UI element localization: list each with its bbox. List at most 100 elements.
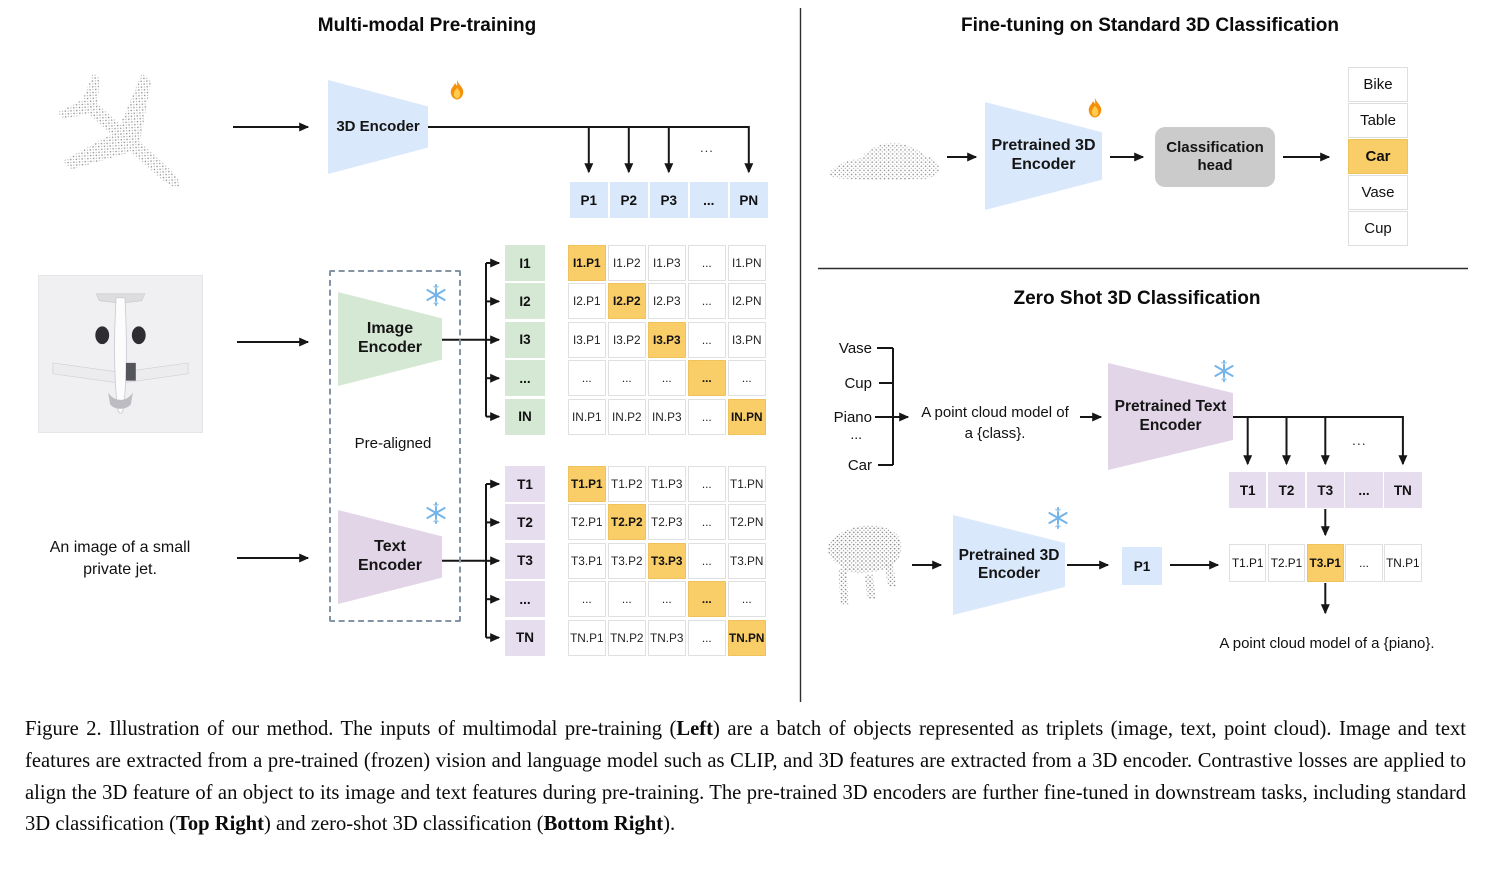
zs-class-item: Vase	[838, 340, 872, 357]
pretrained-3d-encoder-zs-label-line1: Pretrained 3D	[958, 546, 1060, 564]
caption-bold-bottom-right: Bottom Right	[543, 813, 664, 836]
matrix-cell-diagonal: ...	[687, 360, 726, 397]
text-feature-box: T3	[505, 542, 545, 579]
matrix-cell: T1.P3	[647, 466, 686, 502]
t-feature-box: T3	[1306, 472, 1344, 508]
p-feature-box: P3	[649, 182, 688, 218]
matrix-cell: T1.PN	[727, 466, 766, 502]
jet-photo-image	[52, 293, 189, 414]
image-feature-box: ...	[505, 360, 545, 397]
pre-aligned-label: Pre-aligned	[354, 435, 432, 452]
prompt-line1: A point cloud model of	[921, 404, 1069, 421]
text-feature-row: T1 T2 T3 ... TN	[1229, 472, 1422, 508]
matrix-cell: ...	[687, 245, 726, 281]
image-point-similarity-matrix: I1.P1 I1.P2 I1.P3 ... I1.PN I2.P1 I2.P2 …	[568, 245, 766, 435]
caption-bold-left: Left	[676, 718, 713, 740]
matrix-cell-diagonal: IN.PN	[727, 398, 766, 435]
matrix-cell: T3.P1	[568, 542, 606, 579]
matrix-cell: T1.P2	[607, 466, 646, 502]
matrix-cell-diagonal: I2.P2	[607, 283, 646, 320]
piano-point-cloud	[827, 525, 902, 605]
matrix-cell: TN.P3	[647, 619, 686, 656]
matrix-cell: IN.P1	[568, 398, 606, 435]
matrix-cell: ...	[568, 581, 606, 618]
pretrained-3d-encoder-label-line2: Encoder	[1011, 156, 1076, 173]
zs-class-item: Cup	[844, 375, 872, 392]
caption-text: Figure 2. Illustration of our method. Th…	[25, 718, 677, 740]
matrix-cell: ...	[687, 321, 726, 358]
matrix-cell: I2.P1	[568, 283, 606, 320]
p-line-ellipsis: ...	[700, 140, 714, 155]
class-list: Bike Table Car Vase Cup	[1348, 67, 1408, 246]
prompt-line2: a {class}.	[964, 425, 1026, 442]
pretrained-text-encoder-label-line1: Pretrained Text	[1114, 398, 1227, 416]
matrix-cell: I1.P3	[647, 245, 686, 281]
bottom-right-panel-title: Zero Shot 3D Classification	[1013, 288, 1261, 309]
image-feature-box: IN	[505, 398, 545, 435]
zs-class-item: Piano	[833, 409, 872, 426]
similarity-cell: TN.P1	[1384, 544, 1422, 582]
image-feature-box: I3	[505, 321, 545, 358]
text-encoder-label-line2: Encoder	[357, 557, 422, 574]
matrix-cell-diagonal: T3.P3	[647, 542, 686, 579]
matrix-cell: I3.P1	[568, 321, 606, 358]
snowflake-icon	[1214, 360, 1234, 382]
matrix-cell: I1.P2	[607, 245, 646, 281]
matrix-cell: ...	[727, 581, 766, 618]
p-feature-box: ...	[689, 182, 728, 218]
text-point-similarity-matrix: T1.P1 T1.P2 T1.P3 ... T1.PN T2.P1 T2.P2 …	[568, 466, 766, 656]
classification-head-label-line2: head	[1197, 157, 1233, 174]
text-feature-box: ...	[505, 581, 545, 618]
pretrained-3d-encoder-label-line1: Pretrained 3D	[991, 137, 1096, 155]
matrix-cell: T3.PN	[727, 542, 766, 579]
matrix-cell: ...	[687, 398, 726, 435]
fire-icon	[450, 79, 464, 100]
caption-text: ) and zero-shot 3D classification (	[263, 813, 544, 836]
matrix-cell: I2.PN	[727, 283, 766, 320]
class-item: Cup	[1348, 211, 1408, 246]
p-feature-box: PN	[729, 182, 768, 218]
matrix-cell: IN.P3	[647, 398, 686, 435]
pretrained-3d-encoder-zs-label-line2: Encoder	[977, 565, 1040, 582]
p-feature-box: P2	[609, 182, 648, 218]
matrix-cell: IN.P2	[607, 398, 646, 435]
snowflake-icon	[426, 502, 446, 524]
fire-icon	[1088, 97, 1102, 118]
matrix-cell-diagonal: I3.P3	[647, 321, 686, 358]
t-feature-box: T1	[1229, 472, 1267, 508]
class-item: Vase	[1348, 175, 1408, 210]
matrix-cell: TN.P2	[607, 619, 646, 656]
image-feature-column: I1 I2 I3 ... IN	[505, 245, 545, 435]
matrix-cell: T2.P3	[647, 504, 686, 541]
top-right-panel-title: Fine-tuning on Standard 3D Classificatio…	[961, 15, 1339, 36]
snowflake-icon	[426, 284, 446, 306]
connector-arrows	[233, 8, 1468, 702]
matrix-cell-diagonal: I1.P1	[568, 245, 606, 281]
car-point-cloud	[829, 143, 939, 181]
panel-dividers	[799, 8, 1468, 702]
image-feature-box: I2	[505, 283, 545, 320]
text-encoder-label-line1: Text	[374, 538, 406, 556]
matrix-cell: ...	[647, 581, 686, 618]
matrix-cell: ...	[687, 542, 726, 579]
matrix-cell: T2.P1	[568, 504, 606, 541]
matrix-cell: T3.P2	[607, 542, 646, 579]
image-encoder-label-line1: Image	[366, 320, 414, 338]
matrix-cell: ...	[687, 504, 726, 541]
similarity-cell: T1.P1	[1229, 544, 1267, 582]
left-panel-title: Multi-modal Pre-training	[317, 15, 537, 36]
zs-class-item: ...	[850, 426, 862, 442]
text-feature-box: TN	[505, 619, 545, 656]
class-item-predicted: Car	[1348, 139, 1408, 174]
matrix-cell-diagonal: ...	[687, 581, 726, 618]
matrix-cell: ...	[607, 360, 646, 397]
prompt-template: A point cloud model of a {class}.	[905, 402, 1085, 444]
matrix-cell-diagonal: T1.P1	[568, 466, 606, 502]
image-encoder-label-line2: Encoder	[357, 339, 422, 356]
zero-shot-result: A point cloud model of a {piano}.	[1219, 635, 1435, 652]
image-feature-box: I1	[505, 245, 545, 281]
matrix-cell: I2.P3	[647, 283, 686, 320]
caption-text: ).	[663, 813, 676, 836]
text-input-line1: An image of a small	[49, 539, 191, 556]
